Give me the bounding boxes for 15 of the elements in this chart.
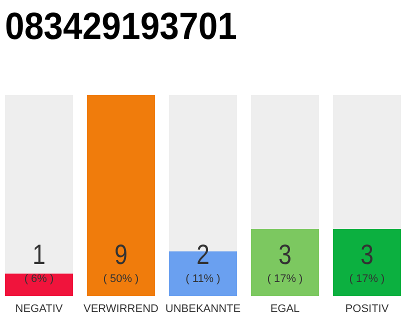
- annotation: ( 6% ): [24, 273, 54, 285]
- data-label: 9: [114, 239, 130, 270]
- x-tick-label: EGAL: [270, 303, 300, 315]
- annotation: ( 50% ): [103, 273, 139, 285]
- x-tick-label: VERWIRREND: [84, 303, 159, 315]
- data-label: 3: [278, 239, 294, 270]
- x-tick-label: UNBEKANNTE: [165, 303, 241, 315]
- annotation: ( 17% ): [267, 273, 303, 285]
- annotation: ( 17% ): [349, 273, 385, 285]
- chart-title: 083429193701: [5, 6, 259, 48]
- data-label: 1: [32, 239, 48, 270]
- data-label: 3: [360, 239, 376, 270]
- annotation: ( 11% ): [186, 273, 220, 285]
- x-tick-label: POSITIV: [345, 303, 390, 315]
- x-tick-label: NEGATIV: [15, 303, 64, 315]
